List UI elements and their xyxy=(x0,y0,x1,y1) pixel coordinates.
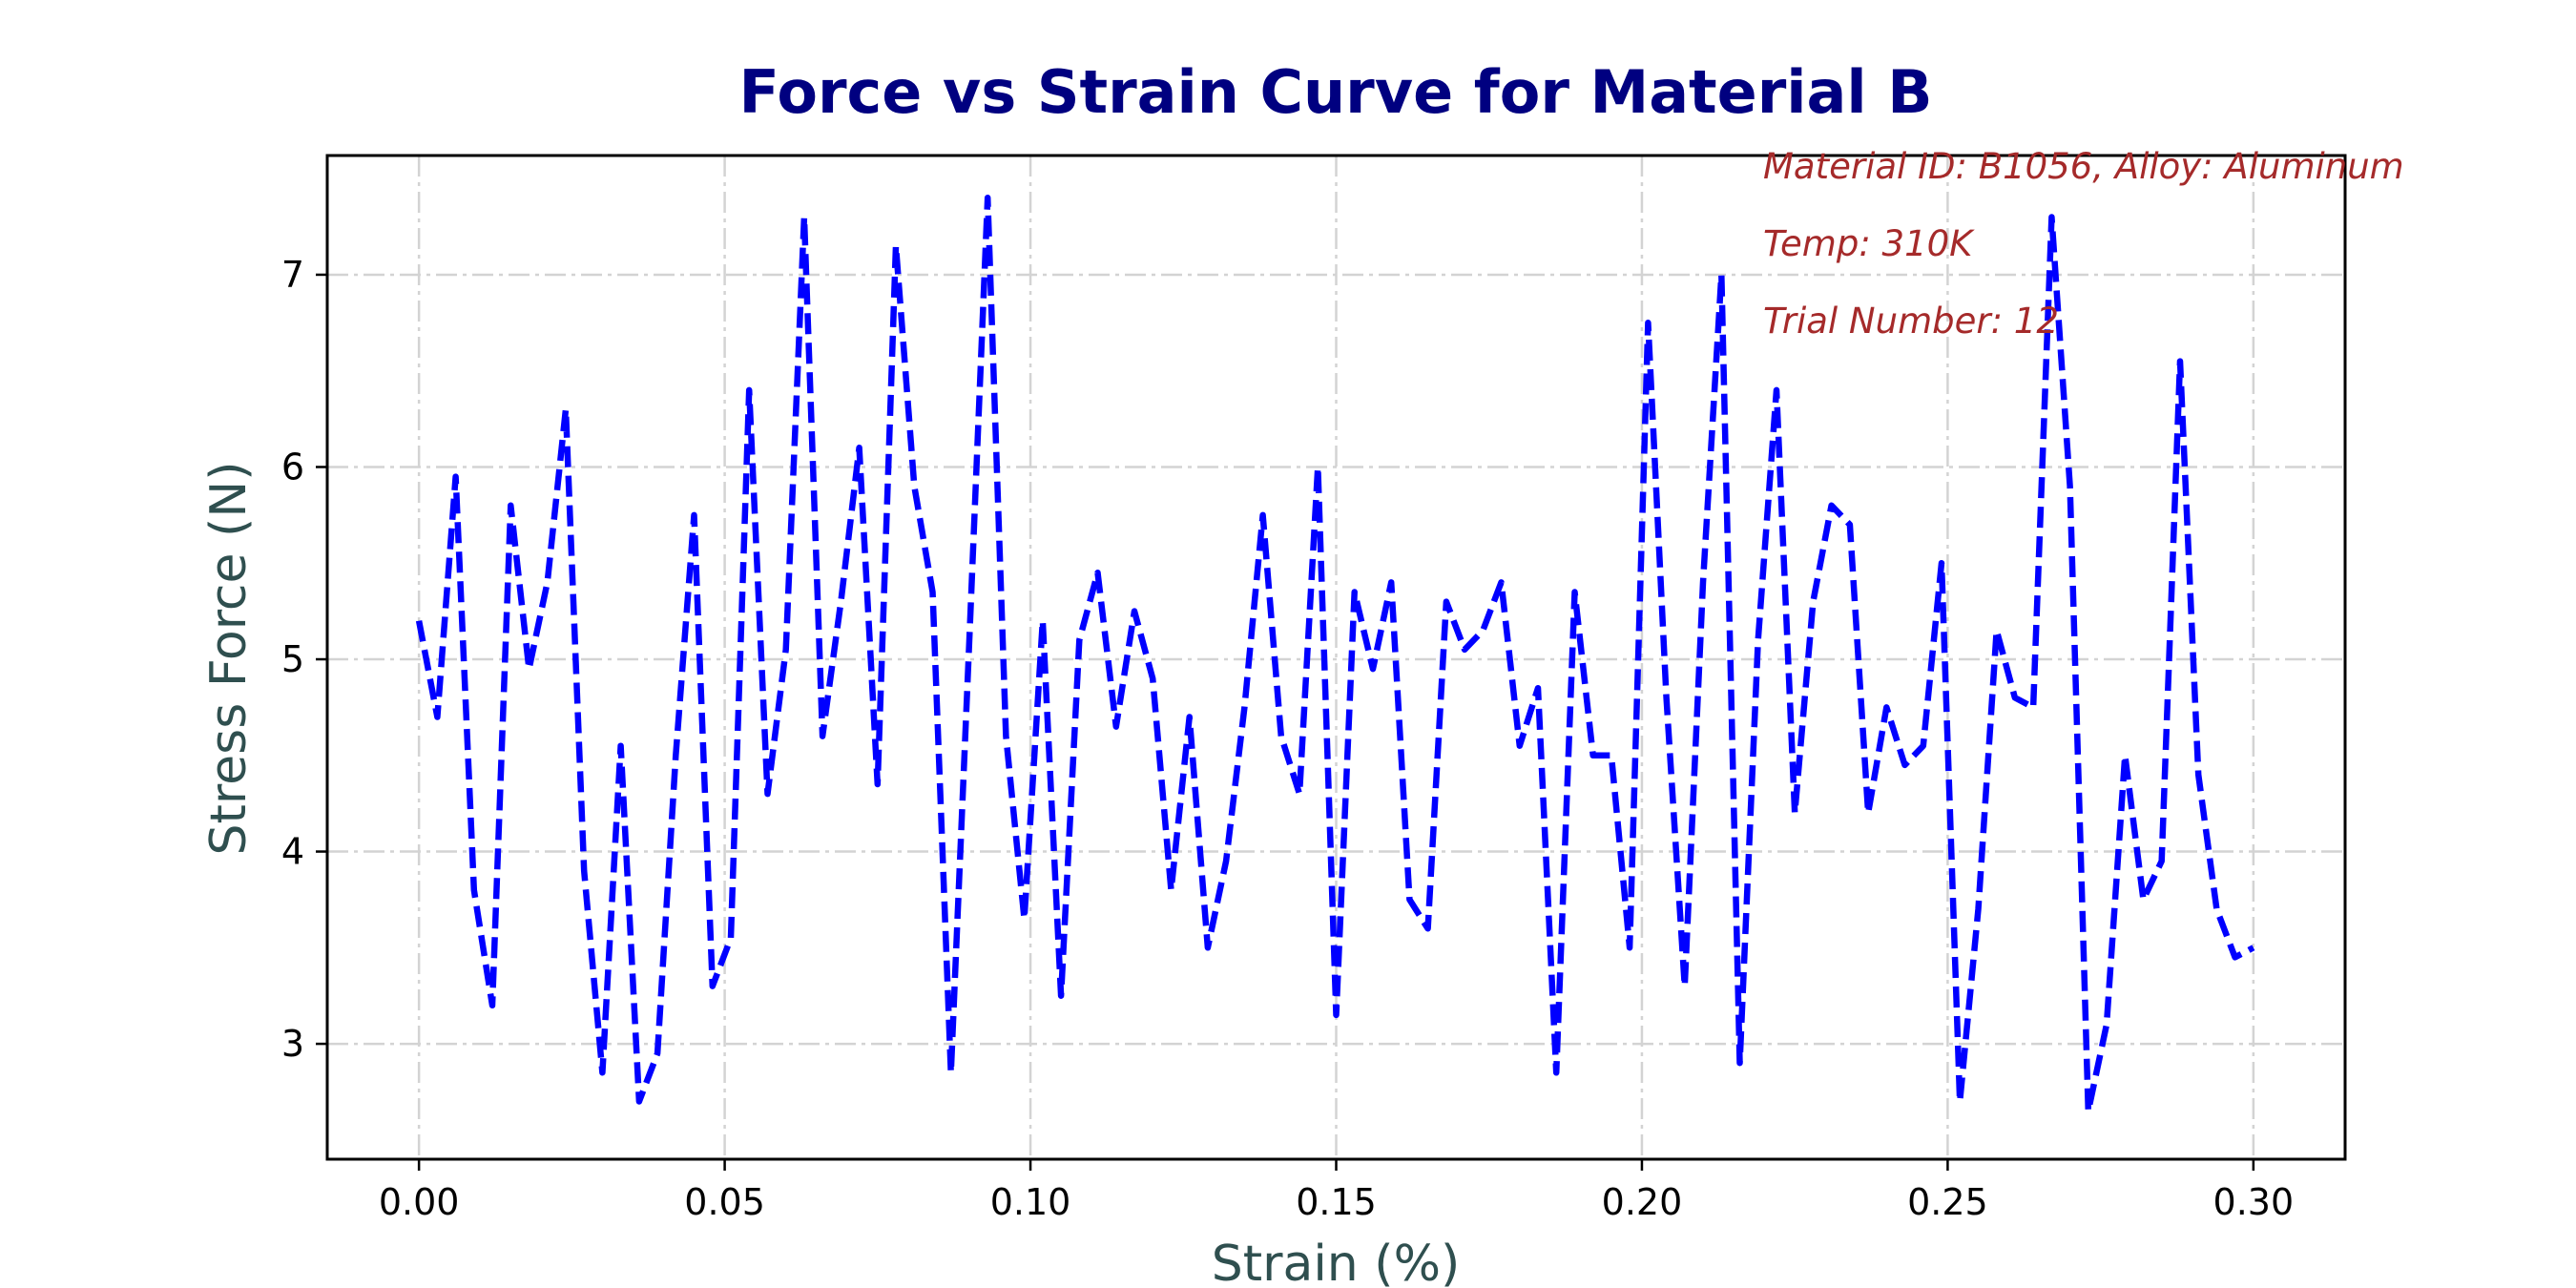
annotation-material: Material ID: B1056, Alloy: Aluminum xyxy=(1763,146,2404,187)
y-axis-label: Stress Force (N) xyxy=(200,461,258,855)
x-tick-label: 0.00 xyxy=(379,1181,460,1223)
y-tick-label: 5 xyxy=(281,638,304,680)
x-tick-label: 0.05 xyxy=(684,1181,765,1223)
annotation-temp: Temp: 310K xyxy=(1763,223,1975,264)
x-tick-label: 0.15 xyxy=(1296,1181,1377,1223)
annotation-trial: Trial Number: 12 xyxy=(1763,301,2059,342)
y-tick-label: 7 xyxy=(281,254,304,296)
x-tick-label: 0.25 xyxy=(1907,1181,1988,1223)
x-tick-label: 0.20 xyxy=(1602,1181,1683,1223)
axis-ticks: 0.00 0.05 0.10 0.15 0.20 0.25 0.30 3 4 5 6 7 xyxy=(281,254,2294,1223)
grid xyxy=(327,156,2345,1159)
series-line-0 xyxy=(415,195,2255,1114)
x-tick-label: 0.10 xyxy=(990,1181,1071,1223)
y-tick-label: 3 xyxy=(281,1023,304,1065)
y-tick-label: 6 xyxy=(281,446,304,488)
x-axis-label: Strain (%) xyxy=(1212,1236,1461,1288)
chart-title: Force vs Strain Curve for Material B xyxy=(739,57,1933,127)
x-tick-label: 0.30 xyxy=(2213,1181,2295,1223)
annotations: Material ID: B1056, Alloy: Aluminum Temp… xyxy=(1763,146,2404,342)
y-tick-label: 4 xyxy=(281,831,304,873)
series-layer xyxy=(415,195,2255,1114)
